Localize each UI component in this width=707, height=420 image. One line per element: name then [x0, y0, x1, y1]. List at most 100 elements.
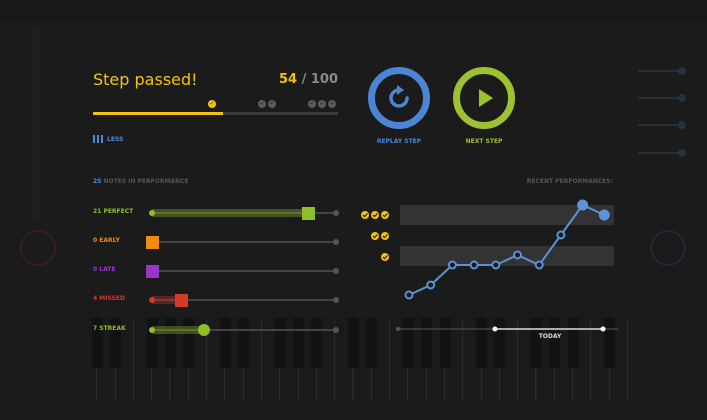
data-point — [491, 260, 501, 270]
stat-slider-track — [152, 268, 339, 274]
piano-black-key — [274, 318, 286, 368]
check-icon — [382, 234, 388, 239]
piano-black-key — [494, 318, 506, 368]
piano-black-key — [549, 318, 561, 368]
stat-slider-fill — [152, 296, 182, 304]
piano-black-key — [91, 318, 103, 368]
stat-slider-handle[interactable] — [174, 293, 188, 307]
next-step-button[interactable] — [453, 67, 515, 129]
stat-label: 7 STREAK — [93, 325, 126, 332]
star-icon — [361, 211, 369, 219]
piano-keyboard — [79, 318, 628, 400]
replay-icon — [389, 85, 409, 108]
background-slider — [638, 149, 686, 157]
stat-slider-track — [152, 297, 339, 303]
stat-slider-handle[interactable] — [301, 206, 315, 220]
piano-black-key — [439, 318, 451, 368]
piano-black-key — [567, 318, 579, 368]
piano-black-key — [402, 318, 414, 368]
star-icon — [381, 232, 389, 240]
stat-slider-track — [152, 327, 339, 333]
piano-black-key — [476, 318, 488, 368]
background-right-circle — [650, 230, 686, 266]
star-icon — [381, 211, 389, 219]
less-toggle-button[interactable]: LESS — [93, 135, 123, 143]
recent-performances-chart — [361, 199, 618, 332]
stat-label: 4 MISSED — [93, 295, 125, 302]
data-point — [404, 290, 414, 300]
stat-slider-start — [149, 327, 155, 333]
stat-slider-handle[interactable] — [145, 264, 159, 278]
data-point — [577, 199, 589, 211]
background-slider — [638, 67, 686, 75]
score-current: 54 — [278, 72, 298, 87]
piano-black-key — [165, 318, 176, 368]
star-icon — [371, 211, 379, 219]
piano-black-key — [421, 318, 433, 368]
axis-dot — [396, 327, 400, 331]
data-point — [469, 260, 479, 270]
check-icon — [362, 213, 368, 218]
checkpoint-icon: ✓ — [318, 100, 326, 108]
checkpoint-icon: ✓ — [328, 100, 336, 108]
checkpoint-icon: ✓ — [208, 100, 216, 108]
today-label: TODAY — [538, 333, 562, 340]
data-point — [556, 230, 566, 240]
piano-black-key — [110, 318, 122, 368]
stat-label: 0 EARLY — [93, 237, 120, 244]
chart-band — [400, 246, 614, 266]
axis-dot — [492, 326, 498, 332]
page-title: Step passed! — [93, 70, 198, 89]
background-right-label: · · · — [640, 30, 652, 38]
score-progress-fill — [93, 112, 223, 115]
stat-label: 21 PERFECT — [93, 208, 134, 215]
data-point — [447, 260, 457, 270]
piano-black-key — [219, 318, 231, 368]
check-icon — [382, 255, 388, 260]
stat-slider-start — [149, 297, 155, 303]
stat-slider-handle[interactable] — [145, 235, 159, 249]
piano-black-key — [238, 318, 250, 368]
score-display: 54 / 100 — [250, 72, 338, 87]
stat-slider-track — [152, 239, 339, 245]
recent-performances-header: RECENT PERFORMANCES: — [526, 178, 613, 185]
piano-black-key — [531, 318, 542, 368]
check-icon — [372, 213, 378, 218]
piano-black-key — [604, 318, 616, 368]
checkpoint-icon: ✓ — [258, 100, 266, 108]
stat-label: 0 LATE — [93, 266, 116, 273]
play-icon — [479, 89, 493, 107]
replay-step-label: REPLAY STEP — [376, 138, 422, 145]
background-slider — [638, 121, 686, 129]
stat-slider-handle[interactable] — [197, 324, 210, 336]
star-icon — [381, 253, 389, 261]
notes-in-performance-header: 25 NOTES IN PERFORMANCE — [93, 178, 189, 185]
data-point — [534, 260, 544, 270]
less-label: LESS — [107, 135, 124, 143]
stat-slider-start — [149, 210, 155, 216]
stat-slider-fill — [152, 209, 309, 217]
notes-count: 25 — [93, 178, 102, 185]
score-separator: / — [297, 72, 311, 87]
piano-black-key — [366, 318, 378, 368]
replay-step-button[interactable] — [368, 67, 430, 129]
bars-icon — [93, 135, 103, 143]
score-total: 100 — [310, 72, 338, 87]
background-left-strip — [32, 30, 40, 220]
notes-label: NOTES IN PERFORMANCE — [101, 178, 189, 185]
piano-black-key — [311, 318, 323, 368]
data-point — [426, 280, 436, 290]
background-top-bar — [0, 0, 707, 22]
check-icon — [382, 213, 388, 218]
piano-black-key — [293, 318, 305, 368]
piano-black-key — [183, 318, 195, 368]
background-slider — [638, 94, 686, 102]
check-icon — [372, 234, 378, 239]
chart-band — [400, 205, 614, 225]
next-step-label: NEXT STEP — [465, 138, 503, 145]
background-left-circle — [20, 230, 56, 266]
score-progress-bar — [93, 112, 338, 115]
stat-slider-track — [152, 210, 339, 216]
piano-black-key — [146, 318, 158, 368]
piano-black-key — [348, 318, 359, 368]
